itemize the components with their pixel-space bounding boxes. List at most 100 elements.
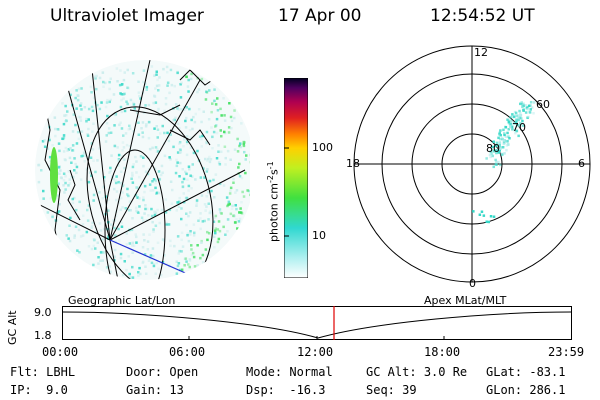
emission-speck [155, 125, 158, 128]
emission-speck [220, 212, 223, 215]
emission-speck [238, 211, 241, 214]
emission-speck [97, 262, 100, 265]
emission-speck [82, 151, 86, 154]
emission-speck [86, 208, 89, 212]
emission-speck [242, 195, 246, 198]
emission-speck [132, 101, 135, 105]
emission-speck [75, 107, 78, 110]
emission-speck [236, 227, 239, 230]
emission-speck [151, 189, 155, 192]
emission-speck [164, 211, 168, 214]
emission-speck [101, 197, 104, 200]
emission-speck [121, 155, 124, 158]
emission-speck [211, 102, 214, 105]
emission-speck [98, 107, 102, 111]
emission-speck [112, 219, 115, 222]
emission-speck [102, 85, 105, 88]
oval-speck [518, 116, 522, 119]
door-field: Door: Open [126, 365, 199, 379]
strip-x-tick-1: 06:00 [169, 345, 206, 359]
oval-speck [522, 104, 526, 107]
emission-speck [144, 265, 147, 268]
emission-speck [123, 92, 126, 96]
emission-speck [98, 222, 102, 225]
emission-speck [220, 135, 223, 138]
emission-speck [148, 233, 151, 236]
emission-speck [211, 147, 214, 150]
emission-speck [126, 193, 129, 196]
emission-speck [193, 120, 197, 124]
emission-speck [187, 90, 190, 93]
emission-speck [192, 115, 195, 119]
emission-speck [119, 208, 123, 212]
emission-speck [200, 137, 203, 141]
emission-speck [78, 200, 81, 204]
emission-speck [236, 137, 239, 141]
emission-speck [102, 176, 106, 179]
emission-speck [136, 196, 139, 199]
oval-speck [529, 104, 532, 107]
oval-speck [502, 128, 505, 132]
emission-speck [62, 134, 66, 137]
emission-speck [234, 191, 237, 194]
emission-speck [133, 107, 136, 110]
emission-speck [240, 212, 244, 215]
emission-speck [43, 139, 46, 142]
emission-speck [192, 234, 196, 237]
date-label: 17 Apr 00 [278, 6, 362, 26]
emission-speck [186, 142, 189, 145]
emission-speck [63, 158, 67, 161]
emission-speck [143, 212, 146, 215]
emission-speck [176, 264, 180, 268]
oval-speck [532, 101, 536, 104]
emission-speck [64, 188, 67, 191]
emission-speck [145, 272, 148, 275]
emission-speck [210, 126, 213, 129]
emission-speck [183, 108, 186, 111]
emission-speck [142, 80, 145, 84]
emission-speck [215, 131, 219, 135]
emission-speck [62, 122, 66, 126]
oval-speck [510, 115, 514, 119]
emission-speck [72, 149, 75, 152]
emission-speck [226, 218, 230, 221]
emission-speck [135, 186, 138, 189]
emission-speck [243, 150, 246, 154]
emission-speck [244, 158, 247, 161]
emission-speck [218, 208, 222, 211]
oval-speck [492, 215, 496, 218]
emission-speck [179, 161, 182, 165]
emission-speck [153, 210, 156, 213]
emission-speck [64, 146, 68, 150]
emission-speck [118, 239, 121, 242]
oval-speck [515, 121, 518, 124]
emission-speck [67, 184, 70, 187]
emission-speck [124, 207, 127, 210]
emission-speck [205, 141, 208, 145]
emission-speck [218, 163, 222, 166]
emission-speck [79, 102, 83, 105]
emission-speck [119, 252, 123, 256]
emission-speck [80, 87, 83, 90]
emission-speck [126, 187, 129, 191]
emission-speck [180, 217, 183, 221]
emission-speck [142, 219, 145, 222]
emission-speck [185, 260, 188, 263]
emission-speck [119, 92, 122, 95]
oval-speck [519, 102, 522, 106]
emission-speck [113, 113, 117, 117]
colorbar-units-label: photon cm-2s-1 [266, 161, 281, 242]
emission-speck [209, 158, 213, 161]
emission-speck [123, 260, 126, 263]
emission-speck [58, 149, 61, 153]
oval-speck [485, 157, 488, 160]
emission-speck [65, 234, 68, 237]
uv-emission-speckle [37, 65, 250, 279]
emission-speck [161, 171, 164, 174]
emission-speck [230, 119, 234, 123]
emission-speck [245, 154, 248, 157]
emission-speck [146, 248, 150, 251]
emission-speck [207, 202, 210, 205]
emission-speck [204, 157, 207, 161]
oval-speck [503, 132, 506, 135]
